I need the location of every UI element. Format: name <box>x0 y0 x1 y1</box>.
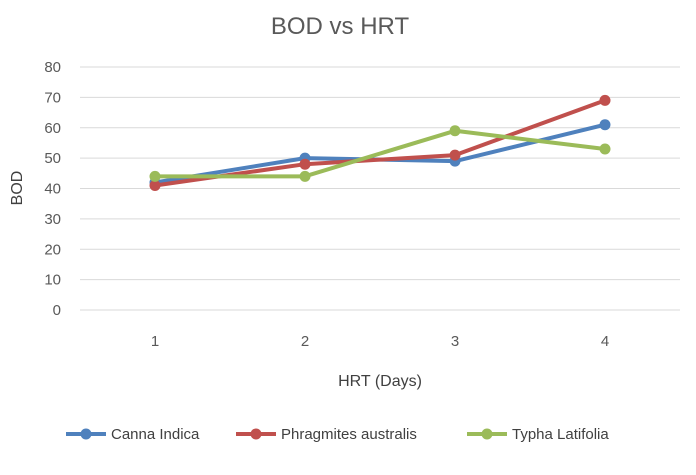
data-point <box>449 149 461 161</box>
data-point <box>599 94 611 106</box>
chart-title: BOD vs HRT <box>271 13 410 40</box>
gridlines <box>80 66 680 311</box>
legend-marker <box>481 428 493 440</box>
data-point <box>149 179 161 191</box>
y-tick-label: 50 <box>44 150 61 167</box>
x-tick-labels: 1 2 3 4 <box>151 333 609 350</box>
y-tick-label: 80 <box>44 59 61 76</box>
legend: Canna Indica Phragmites australis Typha La… <box>66 426 609 443</box>
y-tick-labels: 0 10 20 30 40 50 60 70 80 <box>44 59 61 319</box>
legend-label: Typha Latifolia <box>512 426 609 443</box>
data-point <box>149 170 161 182</box>
legend-label: Canna Indica <box>111 426 200 443</box>
y-tick-label: 0 <box>53 302 61 319</box>
legend-label: Phragmites australis <box>281 426 417 443</box>
legend-item: Typha Latifolia <box>467 426 609 443</box>
y-axis-label: BOD <box>9 171 26 206</box>
series-typha-latifolia <box>149 125 611 182</box>
x-tick-label: 3 <box>451 333 459 350</box>
data-point <box>299 170 311 182</box>
y-tick-label: 60 <box>44 120 61 137</box>
x-tick-label: 4 <box>601 333 609 350</box>
y-tick-label: 40 <box>44 181 61 198</box>
y-tick-label: 10 <box>44 272 61 289</box>
data-point <box>599 143 611 155</box>
y-tick-label: 70 <box>44 89 61 106</box>
x-axis-label: HRT (Days) <box>338 373 422 390</box>
legend-marker <box>250 428 262 440</box>
data-point <box>599 119 611 131</box>
legend-item: Phragmites australis <box>236 426 417 443</box>
legend-item: Canna Indica <box>66 426 200 443</box>
data-point <box>299 158 311 170</box>
legend-marker <box>80 428 92 440</box>
y-tick-label: 30 <box>44 211 61 228</box>
series-line <box>153 128 607 179</box>
series-lines <box>149 94 611 191</box>
x-tick-label: 2 <box>301 333 309 350</box>
data-point <box>449 125 461 137</box>
x-tick-label: 1 <box>151 333 159 350</box>
y-tick-label: 20 <box>44 241 61 258</box>
